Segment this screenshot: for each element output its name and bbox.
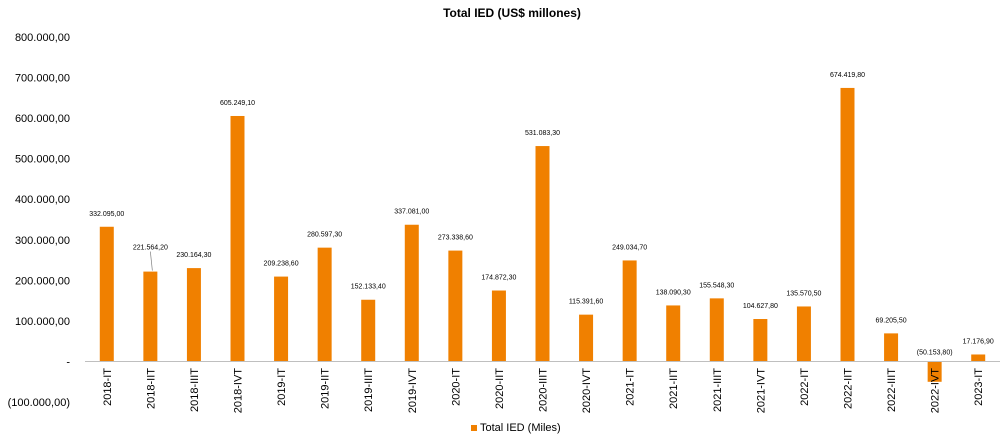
- bar: [840, 87, 855, 362]
- bar: [796, 306, 811, 362]
- data-label: 174.872,30: [481, 275, 516, 282]
- bar: [927, 361, 942, 382]
- data-label: 104.627,80: [743, 303, 778, 310]
- x-tick-label: 2021-IIT: [668, 368, 680, 409]
- bar: [186, 268, 201, 362]
- data-label: 155.548,30: [699, 282, 734, 289]
- data-label: (50.153,80): [917, 349, 953, 356]
- x-tick-label: 2020-IVT: [581, 368, 593, 414]
- bar: [448, 250, 463, 362]
- data-label: 135.570,50: [786, 290, 821, 297]
- data-labels: 332.095,00 221.564,20 230.164,30 605.249,10…: [89, 72, 994, 357]
- data-label: 605.249,10: [220, 100, 255, 107]
- data-label: 531.083,30: [525, 130, 560, 137]
- data-label: 332.095,00: [89, 211, 124, 218]
- bar: [535, 146, 550, 362]
- data-label: 337.081,00: [394, 209, 429, 216]
- bar: [971, 354, 986, 362]
- data-label-leader: [150, 251, 153, 271]
- bar: [491, 290, 506, 362]
- y-tick-label: 300.000,00: [15, 235, 70, 247]
- bars: [99, 87, 986, 382]
- x-tick-label: 2019-IT: [276, 368, 288, 406]
- bar: [579, 314, 594, 362]
- legend: Total IED (Miles): [471, 422, 561, 434]
- bar: [404, 224, 419, 362]
- bar: [230, 115, 245, 362]
- y-tick-label: 200.000,00: [15, 275, 70, 287]
- x-tick-label: 2023-IT: [973, 368, 985, 406]
- y-tick-label: 500.000,00: [15, 154, 70, 166]
- x-tick-label: 2019-IIT: [320, 368, 332, 409]
- data-label: 209.238,60: [264, 261, 299, 268]
- data-label: 674.419,80: [830, 72, 865, 79]
- y-tick-label: 800.000,00: [15, 32, 70, 44]
- bar: [317, 247, 332, 362]
- bar: [666, 305, 681, 362]
- x-tick-label: 2020-IIIT: [538, 368, 550, 412]
- x-tick-label: 2021-IT: [625, 368, 637, 406]
- legend-swatch: [471, 425, 477, 431]
- x-tick-label: 2020-IIT: [494, 368, 506, 409]
- x-tick-label: 2022-IVT: [930, 368, 942, 414]
- bar: [884, 333, 899, 362]
- x-tick-label: 2021-IVT: [755, 368, 767, 414]
- bar: [622, 260, 637, 362]
- x-tick-label: 2020-IT: [450, 368, 462, 406]
- x-axis: 2018-IT 2018-IIT 2018-IIIT 2018-IVT 2019-IT 2…: [102, 368, 985, 414]
- bar: [99, 226, 114, 362]
- x-tick-label: 2022-IIIT: [886, 368, 898, 412]
- bar: [361, 299, 376, 362]
- data-label: 69.205,50: [875, 317, 906, 324]
- y-tick-label: 100.000,00: [15, 316, 70, 328]
- y-tick-label: 600.000,00: [15, 113, 70, 125]
- x-tick-label: 2022-IIT: [843, 368, 855, 409]
- data-label: 138.090,30: [656, 289, 691, 296]
- data-label: 230.164,30: [176, 252, 211, 259]
- x-tick-label: 2018-IIIT: [189, 368, 201, 412]
- data-label: 221.564,20: [133, 245, 168, 252]
- bar: [143, 271, 158, 362]
- bar: [709, 298, 724, 362]
- y-axis: (100.000,00) - 100.000,00 200.000,00 300.000…: [8, 32, 71, 409]
- y-tick-label: 700.000,00: [15, 73, 70, 85]
- x-tick-label: 2019-IVT: [407, 368, 419, 414]
- y-tick-label: (100.000,00): [8, 397, 70, 409]
- data-label: 280.597,30: [307, 232, 342, 239]
- x-tick-label: 2022-IT: [799, 368, 811, 406]
- y-tick-label: -: [66, 356, 70, 368]
- x-tick-label: 2021-IIIT: [712, 368, 724, 412]
- chart-title: Total IED (US$ millones): [443, 6, 581, 20]
- bar: [274, 276, 289, 362]
- data-label: 17.176,90: [963, 338, 994, 345]
- data-label: 249.034,70: [612, 244, 647, 251]
- bar: [753, 319, 768, 362]
- x-tick-label: 2019-IIIT: [363, 368, 375, 412]
- data-label: 115.391,60: [569, 299, 604, 306]
- x-tick-label: 2018-IVT: [233, 368, 245, 414]
- data-label: 273.338,60: [438, 235, 473, 242]
- y-tick-label: 400.000,00: [15, 194, 70, 206]
- x-tick-label: 2018-IIT: [145, 368, 157, 409]
- data-label: 152.133,40: [351, 284, 386, 291]
- legend-label: Total IED (Miles): [480, 422, 561, 434]
- x-tick-label: 2018-IT: [102, 368, 114, 406]
